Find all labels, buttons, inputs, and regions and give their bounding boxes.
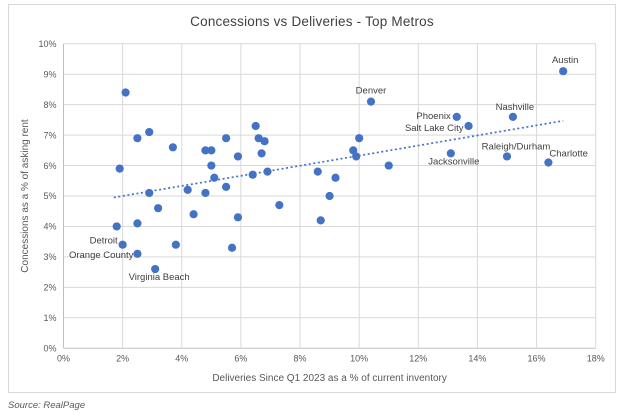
data-point [201,188,210,198]
data-point [559,67,568,76]
data-point [446,149,455,158]
data-point [316,216,325,225]
x-axis-title: Deliveries Since Q1 2023 as a % of curre… [212,373,447,384]
data-point [207,161,216,170]
point-label: Virginia Beach [129,272,190,283]
data-point [133,219,142,228]
data-point [508,112,518,121]
data-point [118,240,127,249]
data-point [275,201,284,210]
data-point [325,191,334,201]
data-point [145,188,154,198]
point-label: Salt Lake City [405,123,464,134]
data-point [313,167,322,176]
data-point [207,146,216,155]
scatter-plot: 0% 1% 2% 3% 4% 5% 6% 7% 8% 9% 10% 0% 2% 4% 6% 8% 10% 12% 1… [20,39,605,384]
data-point [502,152,512,161]
data-point [151,264,160,274]
data-point [210,173,219,182]
data-point [183,185,192,195]
data-point [145,127,154,137]
data-point [464,121,473,131]
y-tick-label: 9% [43,69,56,79]
x-tick-label: 4% [175,354,188,364]
chart-figure: Concessions vs Deliveries - Top Metros 0… [8,4,616,393]
data-point [171,240,180,249]
x-tick-label: 14% [468,354,486,364]
y-tick-label: 5% [43,191,56,201]
point-label: Detroit [90,236,118,247]
point-label: Denver [356,86,387,97]
point-label: Charlotte [549,149,588,160]
y-tick-label: 7% [43,130,56,140]
data-point [133,249,142,258]
data-point [263,167,272,176]
trend-line [113,119,564,199]
chart-title: Concessions vs Deliveries - Top Metros [190,14,434,29]
y-tick-label: 4% [43,222,56,232]
y-tick-label: 10% [38,39,56,49]
data-point [112,222,121,231]
point-label: Raleigh/Durham [482,141,551,152]
data-point [544,158,553,167]
x-tick-label: 8% [294,354,307,364]
source-note: Source: RealPage [8,400,86,411]
y-tick-label: 1% [43,313,56,323]
data-point [133,134,142,143]
data-point [366,97,376,106]
data-point [222,134,231,143]
data-point [452,112,461,121]
data-point [168,143,177,152]
x-tick-label: 18% [587,354,605,364]
data-point [222,182,231,191]
point-label: Phoenix [416,111,451,122]
x-tick-label: 2% [116,354,129,364]
y-tick-label: 0% [43,343,56,353]
x-tick-label: 16% [528,354,546,364]
x-tick-label: 10% [350,354,368,364]
point-label: Orange County [69,250,134,261]
data-point [227,243,237,252]
data-point [352,152,361,161]
y-axis-title: Concessions as a % of asking rent [20,119,31,273]
x-tick-label: 12% [409,354,427,364]
y-tick-label: 6% [43,161,56,171]
data-point [251,121,260,131]
data-point [121,88,130,97]
data-point [257,149,266,158]
point-label: Austin [552,55,578,66]
point-label: Nashville [496,102,535,113]
x-tick-label: 6% [234,354,247,364]
x-tick-label: 0% [57,354,70,364]
point-label: Jacksonville [428,156,479,167]
data-point [248,170,257,179]
data-point [331,173,340,182]
data-point [189,210,198,219]
data-point [233,152,243,161]
y-tick-label: 3% [43,252,56,262]
data-point [355,134,364,143]
data-point [233,213,243,222]
data-point [349,146,358,155]
y-tick-label: 8% [43,100,56,110]
data-point [260,137,269,146]
data-point [384,161,393,170]
data-point [201,146,210,155]
data-point [115,164,124,173]
y-tick-label: 2% [43,283,56,293]
data-point [154,204,163,213]
